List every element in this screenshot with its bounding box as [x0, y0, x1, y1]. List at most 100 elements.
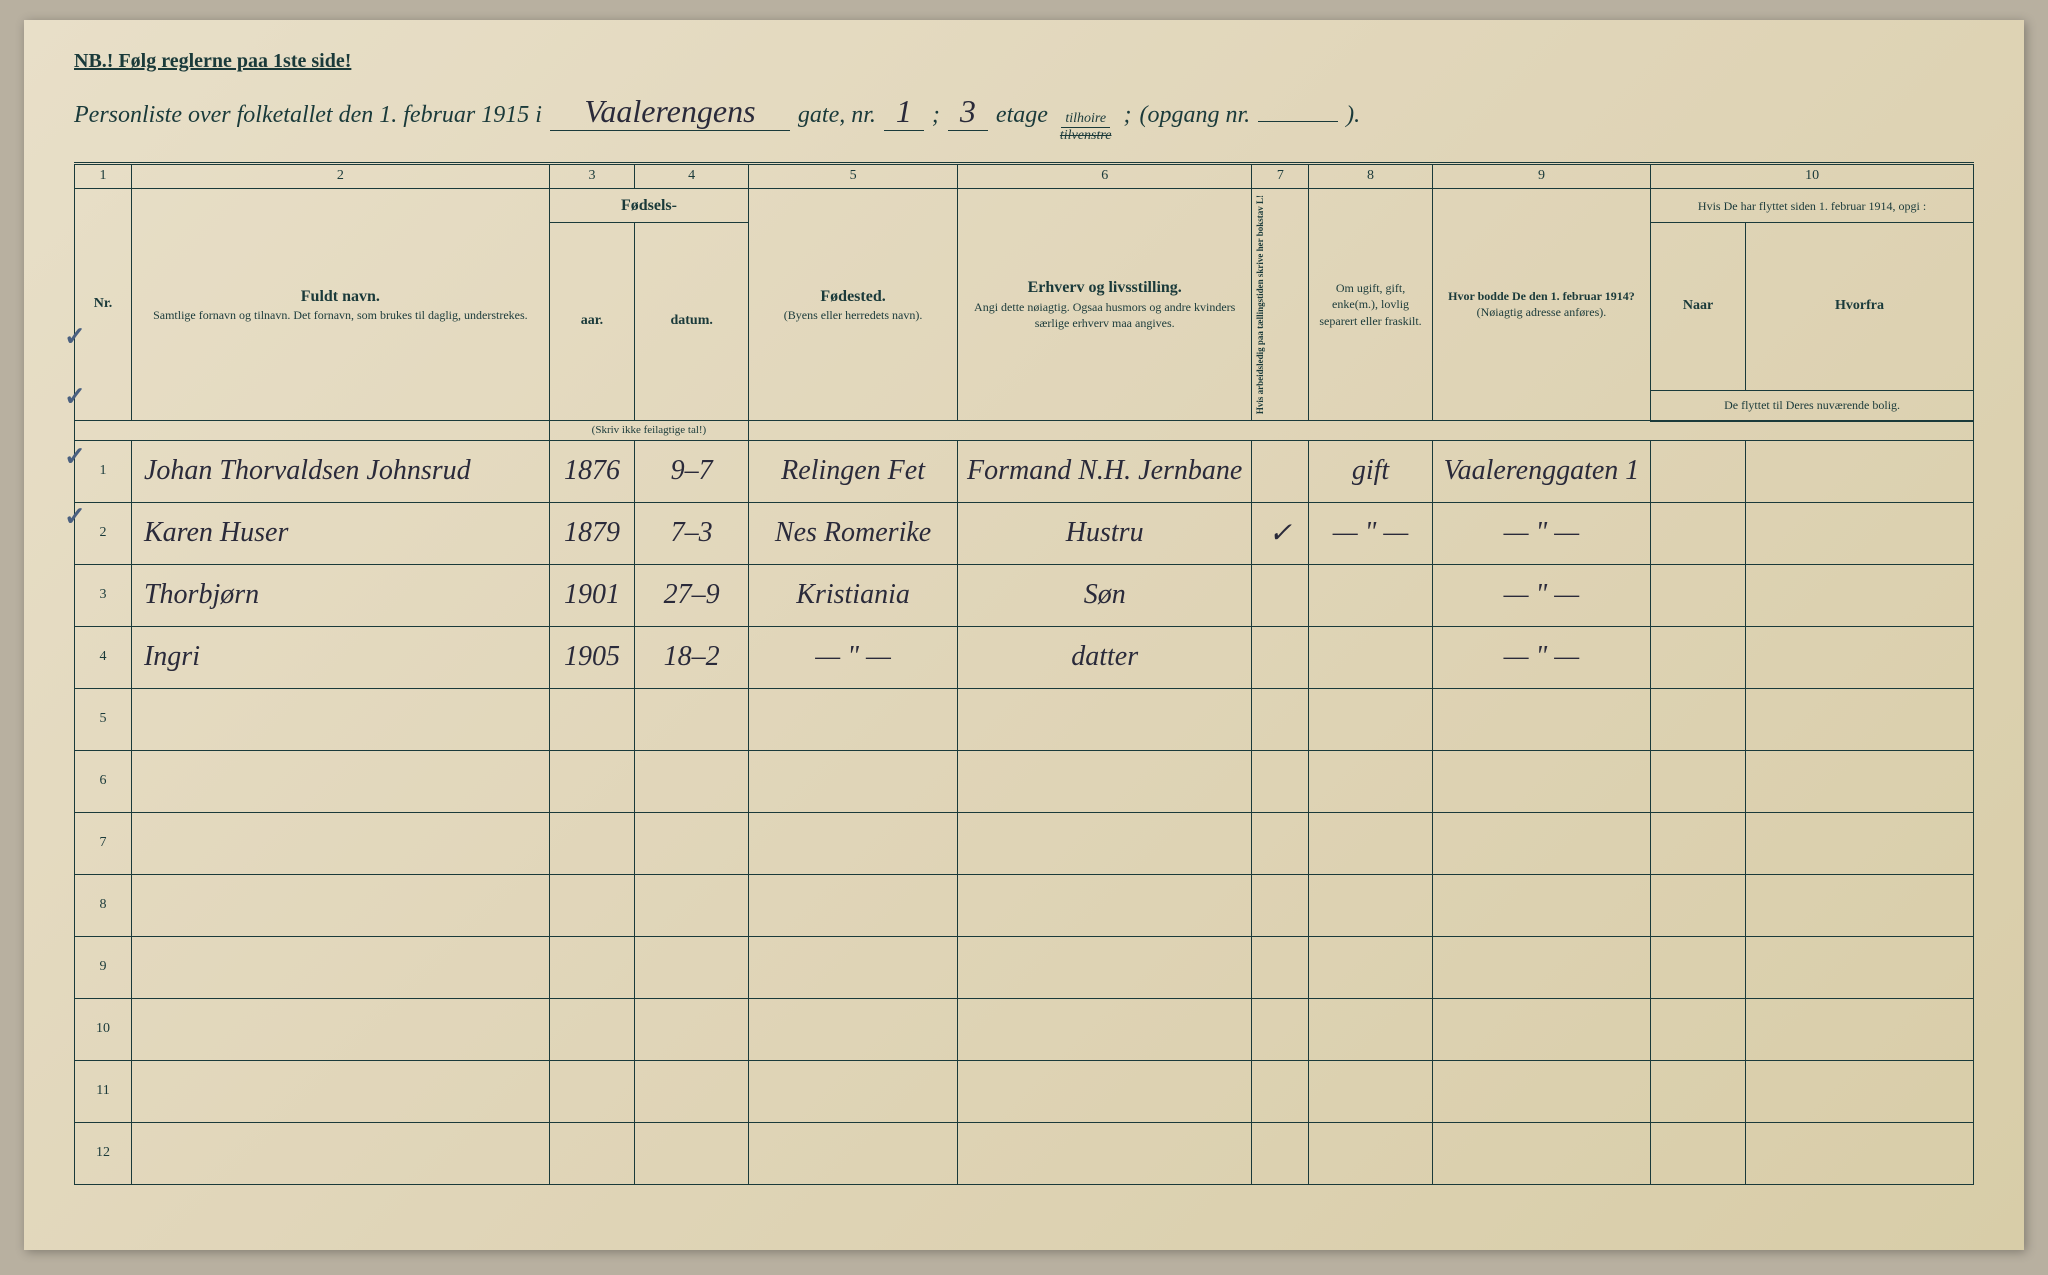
table-row: 1 Johan Thorvaldsen Johnsrud 1876 9–7 Re… — [75, 440, 1974, 502]
cell-aar: 1879 — [549, 502, 634, 564]
cell-naar — [1651, 440, 1746, 502]
col-flyttet-sub: De flyttet til Deres nuværende bolig. — [1651, 391, 1974, 421]
cell-gift — [1309, 812, 1432, 874]
cell-naar — [1651, 564, 1746, 626]
cell-fodested: Nes Romerike — [749, 502, 958, 564]
col-erhverv-main: Erhverv og livsstilling. — [962, 277, 1247, 299]
cell-datum: 7–3 — [635, 502, 749, 564]
col-arbeidsledig: Hvis arbeidsledig paa tællingstiden skri… — [1252, 188, 1309, 420]
cell-arbeidsledig — [1252, 564, 1309, 626]
cell-arbeidsledig — [1252, 998, 1309, 1060]
cell-addr — [1432, 936, 1650, 998]
cell-addr: Vaalerenggaten 1 — [1432, 440, 1650, 502]
check-icon: ✓ — [64, 502, 86, 532]
cell-naar — [1651, 688, 1746, 750]
col-skriv-sub-text: (Skriv ikke feilagtige tal!) — [552, 423, 746, 438]
cell-name — [131, 936, 549, 998]
table-row: 4 Ingri 1905 18–2 — " — datter — " — — [75, 626, 1974, 688]
colnum: 8 — [1309, 164, 1432, 189]
cell-gift — [1309, 564, 1432, 626]
cell-name: Karen Huser — [131, 502, 549, 564]
col-gift-text: Om ugift, gift, enke(m.), lovlig separer… — [1313, 280, 1427, 329]
cell-hvorfra — [1746, 440, 1974, 502]
col-name: Fuldt navn. Samtlige fornavn og tilnavn.… — [131, 188, 549, 420]
table-row: 12 — [75, 1122, 1974, 1184]
table-row: 9 — [75, 936, 1974, 998]
cell-nr: 10 — [75, 998, 132, 1060]
cell-datum — [635, 750, 749, 812]
cell-erhverv: Hustru — [958, 502, 1252, 564]
cell-nr: 4 — [75, 626, 132, 688]
cell-aar — [549, 998, 634, 1060]
cell-aar: 1901 — [549, 564, 634, 626]
cell-aar: 1876 — [549, 440, 634, 502]
street-number: 1 — [884, 93, 924, 131]
check-icon: ✓ — [64, 322, 86, 352]
cell-arbeidsledig — [1252, 874, 1309, 936]
cell-fodested — [749, 750, 958, 812]
cell-aar — [549, 1060, 634, 1122]
cell-nr: 11 — [75, 1060, 132, 1122]
header-note: NB.! Følg reglerne paa 1ste side! — [74, 50, 1974, 73]
colnum: 6 — [958, 164, 1252, 189]
col-addr-main: Hvor bodde De den 1. februar 1914? — [1437, 288, 1646, 304]
table-row: 7 — [75, 812, 1974, 874]
col-fodsels: Fødsels- — [549, 188, 748, 223]
cell-addr — [1432, 750, 1650, 812]
cell-name — [131, 688, 549, 750]
cell-gift — [1309, 874, 1432, 936]
cell-hvorfra — [1746, 936, 1974, 998]
cell-name — [131, 812, 549, 874]
cell-name: Ingri — [131, 626, 549, 688]
cell-addr — [1432, 998, 1650, 1060]
col-skriv-sub: (Skriv ikke feilagtige tal!) — [549, 421, 748, 441]
col-addr-sub: (Nøiagtig adresse anføres). — [1437, 304, 1646, 320]
col-naar: Naar — [1651, 223, 1746, 391]
cell-aar — [549, 874, 634, 936]
cell-arbeidsledig — [1252, 750, 1309, 812]
cell-fodested: Relingen Fet — [749, 440, 958, 502]
cell-hvorfra — [1746, 750, 1974, 812]
cell-name — [131, 874, 549, 936]
cell-nr: 5 — [75, 688, 132, 750]
col-addr: Hvor bodde De den 1. februar 1914? (Nøia… — [1432, 188, 1650, 420]
col-erhverv: Erhverv og livsstilling. Angi dette nøia… — [958, 188, 1252, 420]
cell-nr: 9 — [75, 936, 132, 998]
cell-aar — [549, 936, 634, 998]
cell-naar — [1651, 1060, 1746, 1122]
cell-erhverv — [958, 998, 1252, 1060]
cell-nr: 6 — [75, 750, 132, 812]
cell-datum: 27–9 — [635, 564, 749, 626]
cell-fodested — [749, 1122, 958, 1184]
semicolon: ; — [932, 102, 940, 129]
col-flyttet-top: Hvis De har flyttet siden 1. februar 191… — [1655, 198, 1969, 214]
cell-hvorfra — [1746, 688, 1974, 750]
cell-fodested — [749, 874, 958, 936]
cell-erhverv: datter — [958, 626, 1252, 688]
cell-datum — [635, 812, 749, 874]
cell-datum: 18–2 — [635, 626, 749, 688]
cell-gift — [1309, 626, 1432, 688]
cell-gift: gift — [1309, 440, 1432, 502]
cell-aar — [549, 688, 634, 750]
cell-erhverv — [958, 750, 1252, 812]
tilvenstre: tilvenstre — [1056, 128, 1116, 144]
cell-datum — [635, 688, 749, 750]
opgang-prefix: (opgang nr. — [1139, 102, 1250, 129]
col-arbeidsledig-text: Hvis arbeidsledig paa tællingstiden skri… — [1256, 195, 1266, 414]
table-row: 3 Thorbjørn 1901 27–9 Kristiania Søn — "… — [75, 564, 1974, 626]
cell-addr: — " — — [1432, 502, 1650, 564]
colnum: 3 — [549, 164, 634, 189]
cell-nr: 8 — [75, 874, 132, 936]
cell-fodested — [749, 1060, 958, 1122]
table-row: 2 Karen Huser 1879 7–3 Nes Romerike Hust… — [75, 502, 1974, 564]
cell-gift — [1309, 750, 1432, 812]
census-table: 1 2 3 4 5 6 7 8 9 10 Nr. Fuldt navn. Sam… — [74, 162, 1974, 1185]
cell-gift — [1309, 1060, 1432, 1122]
col-fodsels-main: Fødsels- — [554, 195, 744, 217]
colnum: 9 — [1432, 164, 1650, 189]
cell-name — [131, 1122, 549, 1184]
cell-erhverv — [958, 1122, 1252, 1184]
col-gift: Om ugift, gift, enke(m.), lovlig separer… — [1309, 188, 1432, 420]
check-icon: ✓ — [64, 382, 86, 412]
